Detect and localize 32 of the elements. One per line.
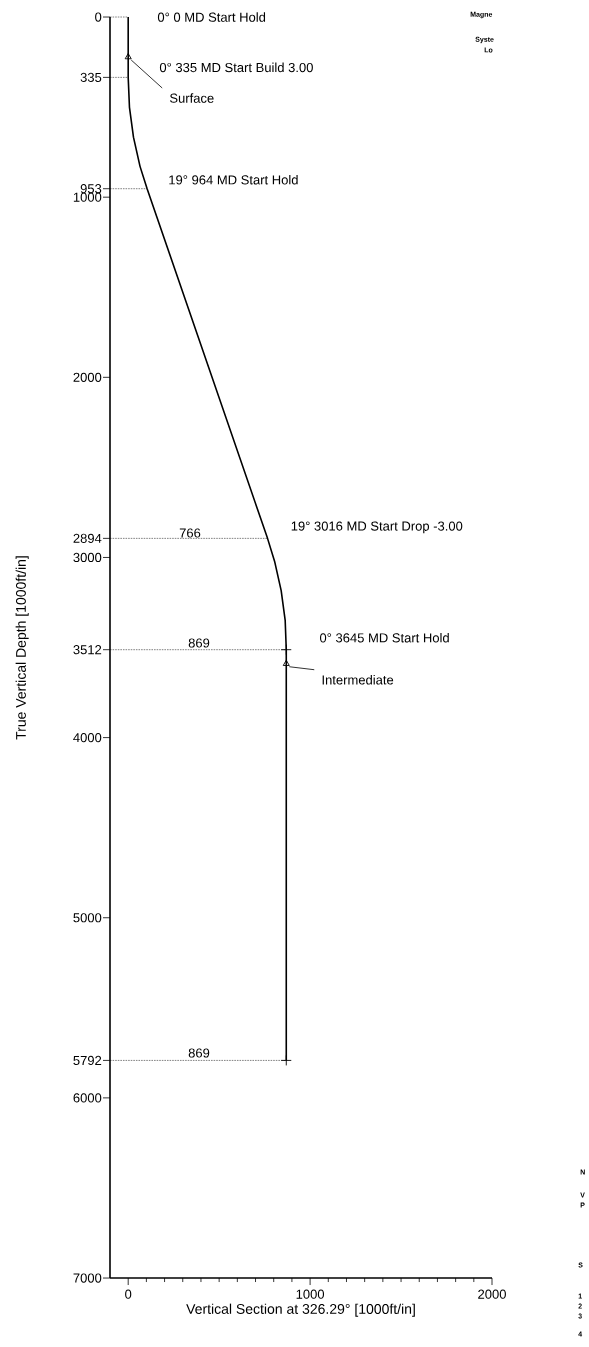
- x-tick-label: 2000: [478, 1289, 506, 1299]
- y-tick-label: 3000: [73, 552, 102, 563]
- annotation: 766: [179, 528, 201, 538]
- annotation: 0° 335 MD Start Build 3.00: [159, 62, 313, 73]
- point: [124, 53, 132, 60]
- y-tick-label: 6000: [73, 1093, 102, 1103]
- annotation: 19° 964 MD Start Hold: [169, 174, 298, 185]
- y-tick-label: 2894: [73, 533, 102, 543]
- y-tick-label: 5000: [73, 913, 102, 923]
- y-tick-label: 4000: [73, 733, 102, 743]
- x-tick-label: 1000: [296, 1289, 325, 1299]
- annotation: 0° 3645 MD Start Hold: [319, 632, 449, 643]
- point: [280, 1054, 292, 1066]
- y-tick-label: 0: [95, 12, 102, 22]
- y-tick-label: 953: [80, 184, 102, 194]
- x-tick-label: 0: [125, 1289, 132, 1299]
- y-axis-title: True Vertical Depth [1000ft/in]: [15, 556, 29, 740]
- y-tick-label: 335: [80, 72, 102, 82]
- x-axis-title: Vertical Section at 326.29° [1000ft/in]: [186, 1303, 415, 1317]
- y-tick-label: 7000: [73, 1273, 102, 1283]
- annotation: Intermediate: [322, 674, 394, 685]
- point: [282, 659, 290, 666]
- annotation: Surface: [169, 93, 214, 103]
- annotation: 869: [188, 638, 210, 648]
- annotation: 0° 0 MD Start Hold: [157, 12, 266, 22]
- y-tick-label: 3512: [73, 645, 102, 655]
- annotation: 869: [188, 1048, 210, 1058]
- y-tick-label: 2000: [73, 372, 102, 382]
- y-tick-label: 5792: [73, 1055, 102, 1066]
- annotation: 19° 3016 MD Start Drop -3.00: [291, 521, 463, 534]
- y-tick-label: 1000: [73, 192, 102, 202]
- point: [280, 644, 292, 656]
